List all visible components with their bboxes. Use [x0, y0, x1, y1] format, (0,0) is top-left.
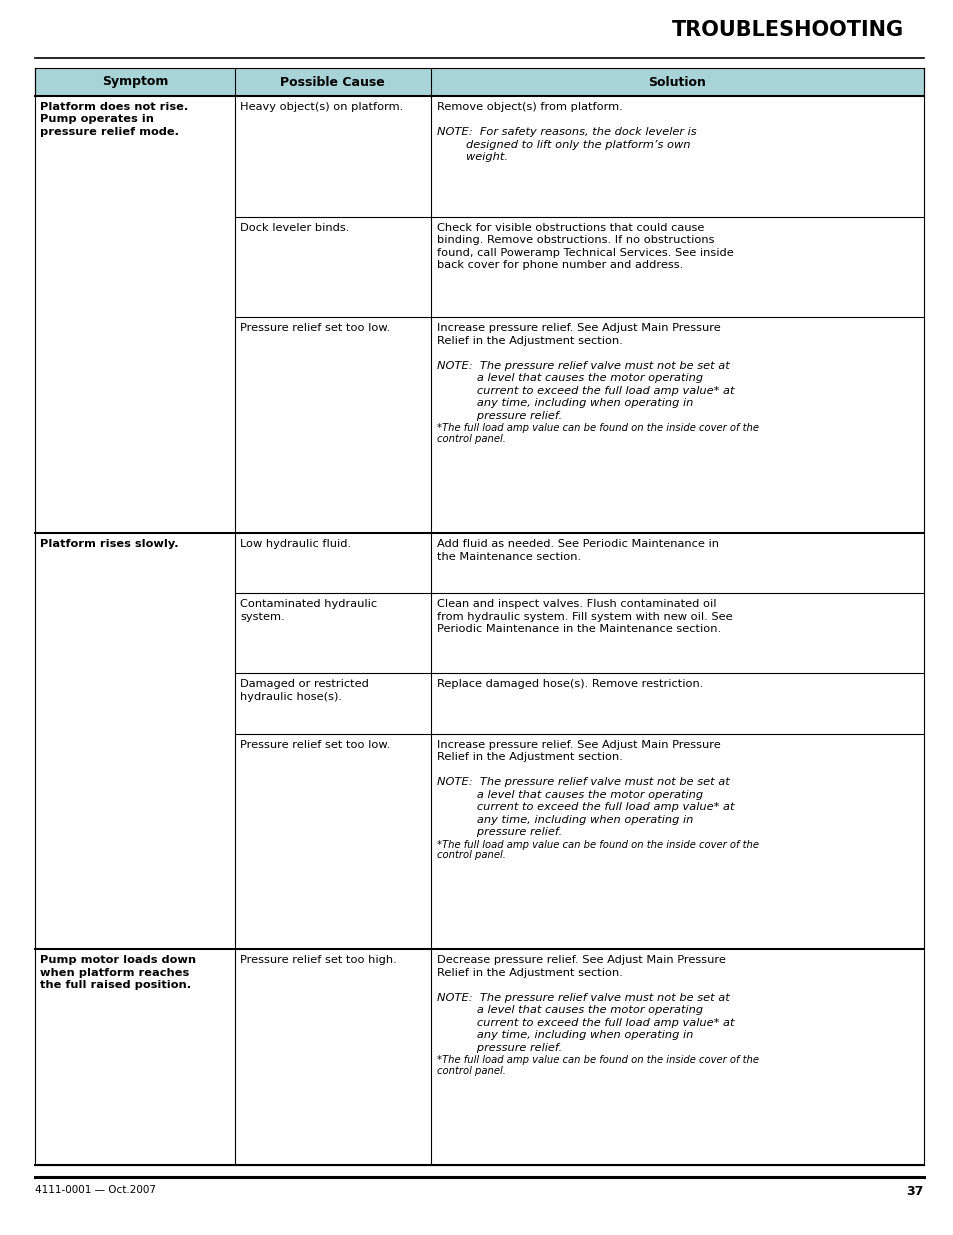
Text: Check for visible obstructions that could cause: Check for visible obstructions that coul…: [436, 222, 703, 233]
Bar: [35, 96, 234, 534]
Text: 37: 37: [905, 1186, 923, 1198]
Bar: [35, 950, 234, 1165]
Text: Platform does not rise.: Platform does not rise.: [40, 103, 188, 112]
Text: Decrease pressure relief. See Adjust Main Pressure: Decrease pressure relief. See Adjust Mai…: [436, 955, 724, 966]
Bar: [35, 68, 923, 96]
Text: the Maintenance section.: the Maintenance section.: [436, 552, 580, 562]
Text: current to exceed the full load amp value* at: current to exceed the full load amp valu…: [436, 1018, 734, 1028]
Text: from hydraulic system. Fill system with new oil. See: from hydraulic system. Fill system with …: [436, 611, 732, 621]
Text: pressure relief.: pressure relief.: [436, 1042, 561, 1052]
Text: Platform rises slowly.: Platform rises slowly.: [40, 540, 178, 550]
Text: a level that causes the motor operating: a level that causes the motor operating: [436, 373, 702, 383]
Text: *The full load amp value can be found on the inside cover of the: *The full load amp value can be found on…: [436, 840, 758, 850]
Text: NOTE:  For safety reasons, the dock leveler is: NOTE: For safety reasons, the dock level…: [436, 127, 696, 137]
Text: back cover for phone number and address.: back cover for phone number and address.: [436, 261, 682, 270]
Text: system.: system.: [240, 611, 284, 621]
Text: designed to lift only the platform’s own: designed to lift only the platform’s own: [436, 140, 689, 149]
Text: Pressure relief set too low.: Pressure relief set too low.: [240, 740, 390, 750]
Text: Dock leveler binds.: Dock leveler binds.: [240, 222, 349, 233]
Text: Relief in the Adjustment section.: Relief in the Adjustment section.: [436, 336, 621, 346]
Text: control panel.: control panel.: [436, 433, 505, 443]
Text: control panel.: control panel.: [436, 850, 505, 860]
Text: current to exceed the full load amp value* at: current to exceed the full load amp valu…: [436, 385, 734, 396]
Text: Relief in the Adjustment section.: Relief in the Adjustment section.: [436, 752, 621, 762]
Text: NOTE:  The pressure relief valve must not be set at: NOTE: The pressure relief valve must not…: [436, 777, 729, 787]
Text: pressure relief.: pressure relief.: [436, 411, 561, 421]
Text: hydraulic hose(s).: hydraulic hose(s).: [240, 692, 342, 701]
Text: Damaged or restricted: Damaged or restricted: [240, 679, 369, 689]
Text: TROUBLESHOOTING: TROUBLESHOOTING: [671, 20, 903, 40]
Text: any time, including when operating in: any time, including when operating in: [436, 399, 692, 409]
Text: any time, including when operating in: any time, including when operating in: [436, 1030, 692, 1040]
Text: Clean and inspect valves. Flush contaminated oil: Clean and inspect valves. Flush contamin…: [436, 599, 716, 609]
Text: the full raised position.: the full raised position.: [40, 981, 191, 990]
Text: Remove object(s) from platform.: Remove object(s) from platform.: [436, 103, 621, 112]
Text: pressure relief.: pressure relief.: [436, 827, 561, 837]
Text: Pressure relief set too low.: Pressure relief set too low.: [240, 324, 390, 333]
Text: Replace damaged hose(s). Remove restriction.: Replace damaged hose(s). Remove restrict…: [436, 679, 702, 689]
Text: when platform reaches: when platform reaches: [40, 968, 189, 978]
Text: Heavy object(s) on platform.: Heavy object(s) on platform.: [240, 103, 403, 112]
Text: Possible Cause: Possible Cause: [280, 75, 385, 89]
Text: *The full load amp value can be found on the inside cover of the: *The full load amp value can be found on…: [436, 424, 758, 433]
Text: Symptom: Symptom: [102, 75, 168, 89]
Text: Solution: Solution: [648, 75, 705, 89]
Text: binding. Remove obstructions. If no obstructions: binding. Remove obstructions. If no obst…: [436, 236, 714, 246]
Text: Pressure relief set too high.: Pressure relief set too high.: [240, 955, 396, 966]
Text: Increase pressure relief. See Adjust Main Pressure: Increase pressure relief. See Adjust Mai…: [436, 740, 720, 750]
Text: Low hydraulic fluid.: Low hydraulic fluid.: [240, 540, 351, 550]
Text: *The full load amp value can be found on the inside cover of the: *The full load amp value can be found on…: [436, 1055, 758, 1066]
Text: current to exceed the full load amp value* at: current to exceed the full load amp valu…: [436, 802, 734, 811]
Text: Contaminated hydraulic: Contaminated hydraulic: [240, 599, 376, 609]
Text: 4111-0001 — Oct.2007: 4111-0001 — Oct.2007: [35, 1186, 156, 1195]
Bar: [35, 534, 234, 950]
Text: Pump operates in: Pump operates in: [40, 115, 153, 125]
Text: NOTE:  The pressure relief valve must not be set at: NOTE: The pressure relief valve must not…: [436, 361, 729, 370]
Text: pressure relief mode.: pressure relief mode.: [40, 127, 179, 137]
Text: Periodic Maintenance in the Maintenance section.: Periodic Maintenance in the Maintenance …: [436, 624, 720, 635]
Text: Relief in the Adjustment section.: Relief in the Adjustment section.: [436, 968, 621, 978]
Text: a level that causes the motor operating: a level that causes the motor operating: [436, 1005, 702, 1015]
Text: control panel.: control panel.: [436, 1066, 505, 1076]
Text: any time, including when operating in: any time, including when operating in: [436, 815, 692, 825]
Text: Pump motor loads down: Pump motor loads down: [40, 955, 196, 966]
Text: NOTE:  The pressure relief valve must not be set at: NOTE: The pressure relief valve must not…: [436, 993, 729, 1003]
Text: Add fluid as needed. See Periodic Maintenance in: Add fluid as needed. See Periodic Mainte…: [436, 540, 718, 550]
Text: a level that causes the motor operating: a level that causes the motor operating: [436, 789, 702, 799]
Text: found, call Poweramp Technical Services. See inside: found, call Poweramp Technical Services.…: [436, 248, 733, 258]
Text: weight.: weight.: [436, 152, 507, 162]
Text: Increase pressure relief. See Adjust Main Pressure: Increase pressure relief. See Adjust Mai…: [436, 324, 720, 333]
